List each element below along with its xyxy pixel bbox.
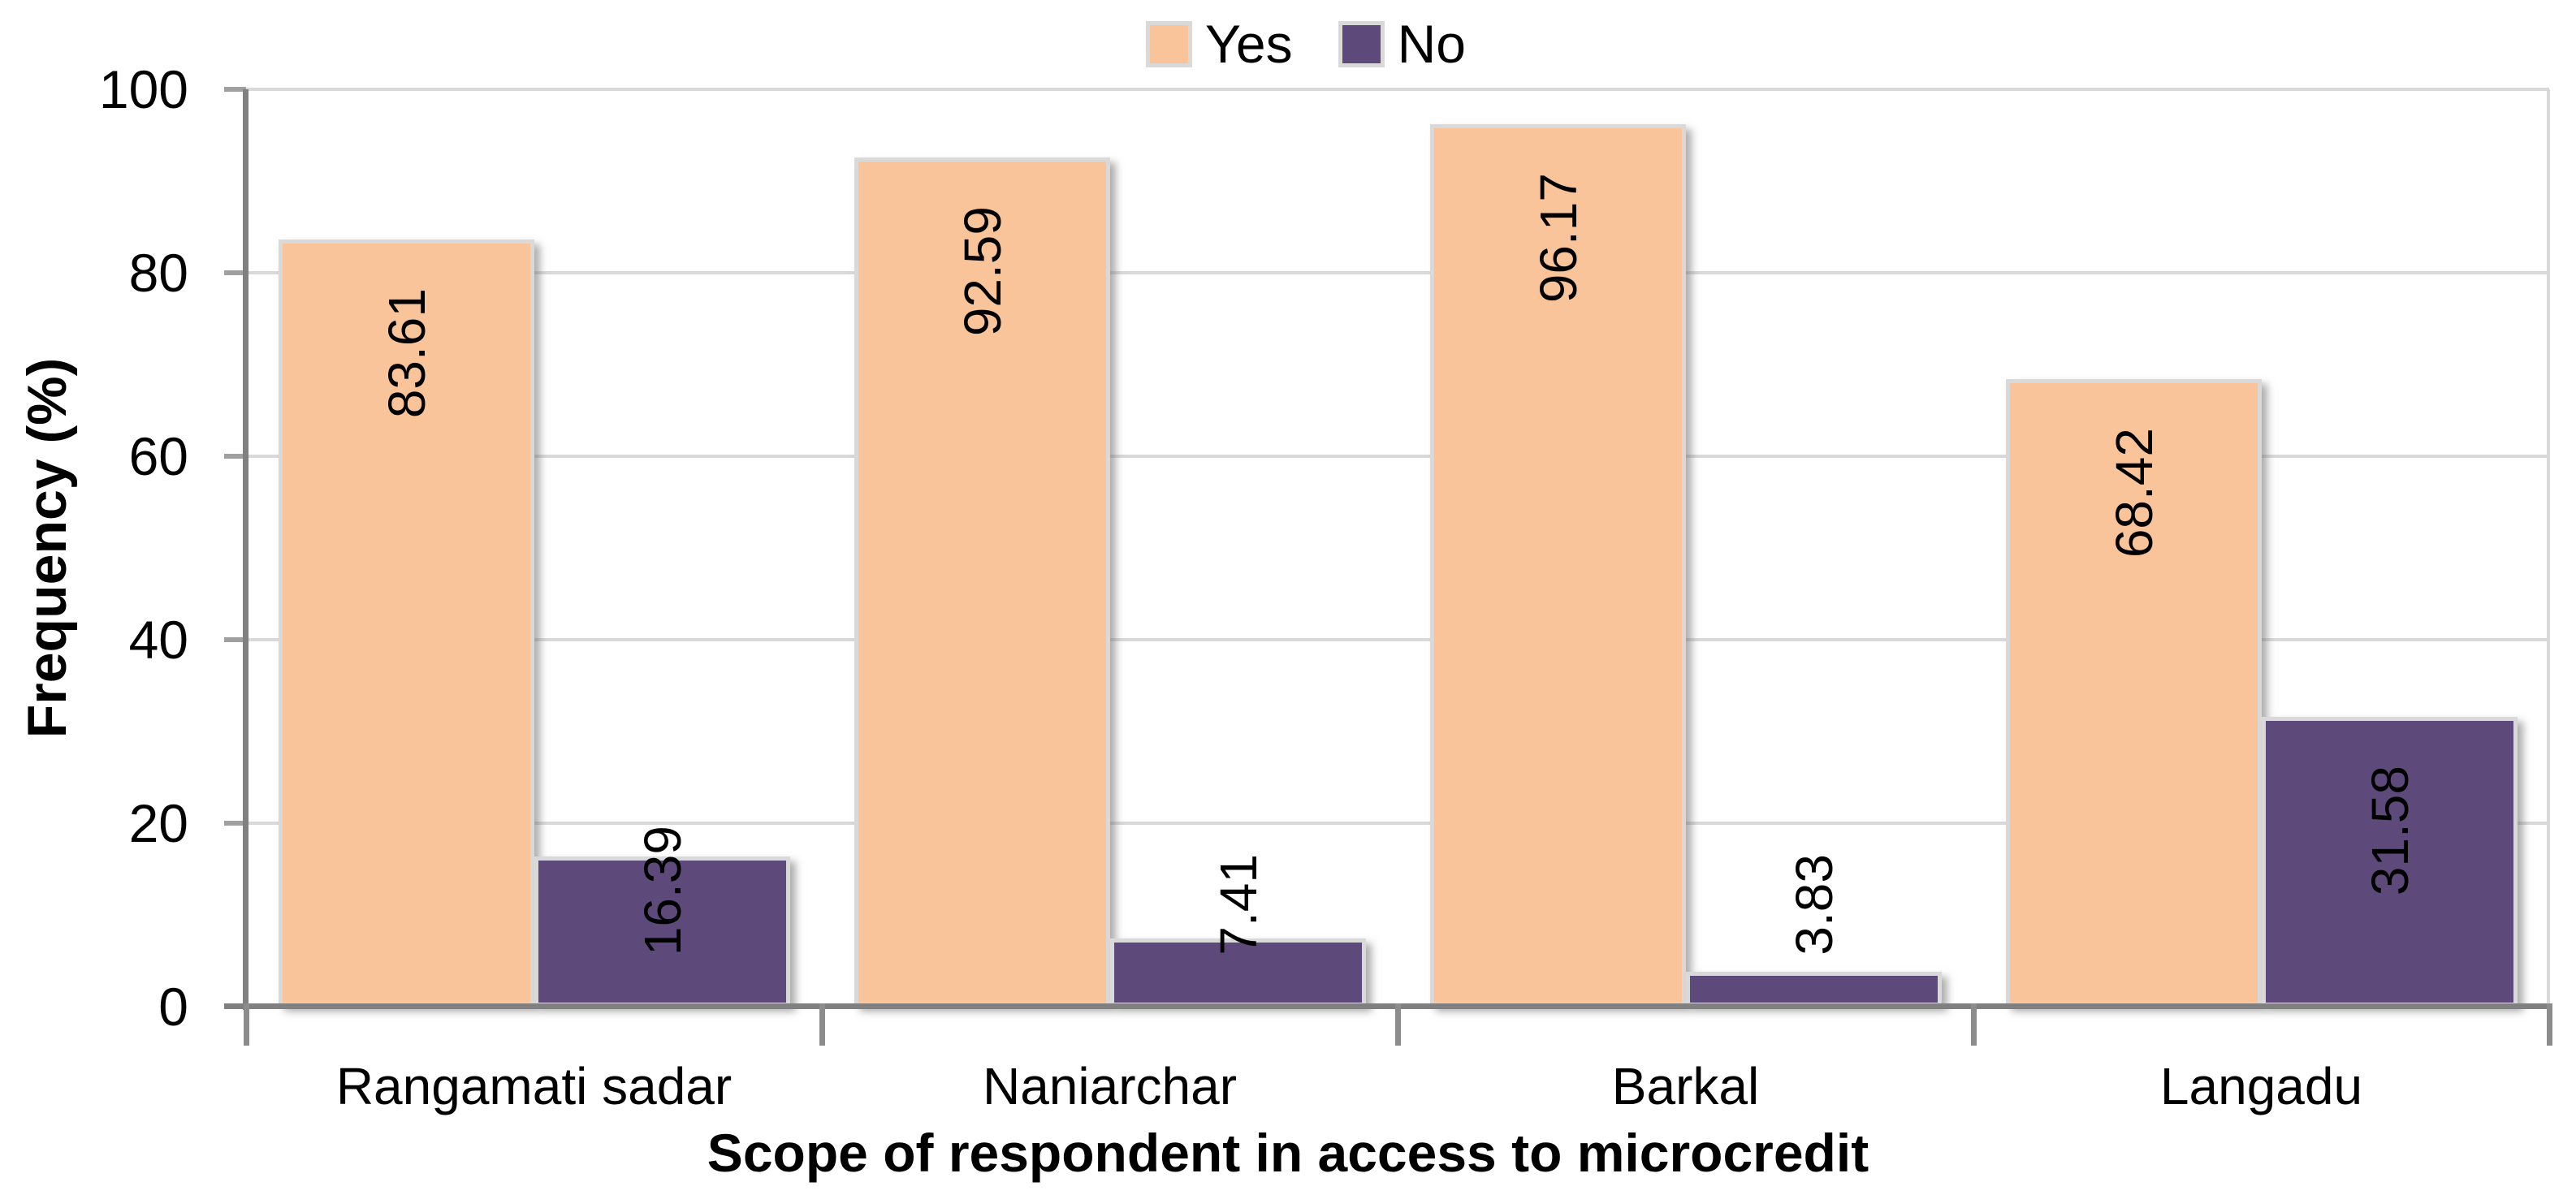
gridline-20: [246, 822, 2549, 825]
y-tick-label-60: 60: [128, 426, 188, 486]
legend: Yes No: [0, 11, 2576, 76]
y-tick-label-0: 0: [158, 977, 188, 1037]
y-tick-label-40: 40: [128, 610, 188, 670]
legend-label-no: No: [1397, 14, 1467, 74]
bar-value-label: 68.42: [2104, 428, 2163, 559]
y-tick-mark-20: [224, 821, 246, 826]
y-axis-title: Frequency (%): [16, 357, 78, 739]
x-category-label-3: Barkal: [1611, 1057, 1760, 1115]
gridline-60: [246, 455, 2549, 458]
bar-value-label: 7.41: [1208, 854, 1268, 956]
bar-no-1: 16.39: [534, 826, 790, 1007]
x-category-label-4: Langadu: [2159, 1057, 2363, 1115]
bar-value-label: 16.39: [633, 825, 692, 956]
gridline-100: [246, 88, 2549, 91]
x-category-label-2: Naniarchar: [982, 1057, 1238, 1115]
y-tick-mark-80: [224, 270, 246, 275]
y-tick-mark-40: [224, 637, 246, 642]
y-tick-label-20: 20: [128, 793, 188, 853]
bar-no-4: 31.58: [2262, 717, 2518, 1007]
bar-value-label: 96.17: [1528, 173, 1588, 304]
bar-yes-1: 83.61: [279, 239, 534, 1007]
legend-swatch-yes: [1145, 20, 1192, 67]
x-category-label-1: Rangamati sadar: [335, 1057, 733, 1115]
plot-right-border: [2547, 89, 2550, 1007]
x-tick-mark-3: [1971, 1003, 1977, 1046]
y-axis-line: [243, 89, 249, 1010]
legend-item-yes: Yes: [1145, 11, 1293, 76]
x-axis-title: Scope of respondent in access to microcr…: [707, 1123, 1869, 1183]
x-tick-mark-1: [819, 1003, 825, 1046]
bar-no-3: 3.83: [1686, 854, 1942, 1007]
bar-value-label: 31.58: [2360, 766, 2419, 896]
legend-swatch-no: [1338, 20, 1385, 67]
bar-value-label: 92.59: [953, 206, 1012, 337]
bar-yes-3: 96.17: [1430, 124, 1686, 1007]
y-tick-mark-60: [224, 454, 246, 459]
y-tick-label-80: 80: [128, 243, 188, 303]
y-tick-mark-100: [224, 87, 246, 92]
y-tick-label-100: 100: [98, 59, 188, 119]
bar-value-label: 3.83: [1784, 854, 1843, 956]
gridline-80: [246, 271, 2549, 274]
bar-value-label: 83.61: [377, 288, 436, 419]
gridline-40: [246, 638, 2549, 641]
bar-no-2: 7.41: [1110, 854, 1366, 1007]
legend-item-no: No: [1338, 11, 1466, 76]
x-axis-line: [224, 1003, 2549, 1009]
x-tick-mark-2: [1395, 1003, 1401, 1046]
bar-yes-4: 68.42: [2006, 379, 2262, 1007]
x-tick-mark-0: [244, 1003, 249, 1046]
x-tick-mark-4: [2547, 1003, 2552, 1046]
legend-label-yes: Yes: [1204, 14, 1293, 74]
bar-yes-2: 92.59: [854, 157, 1110, 1007]
